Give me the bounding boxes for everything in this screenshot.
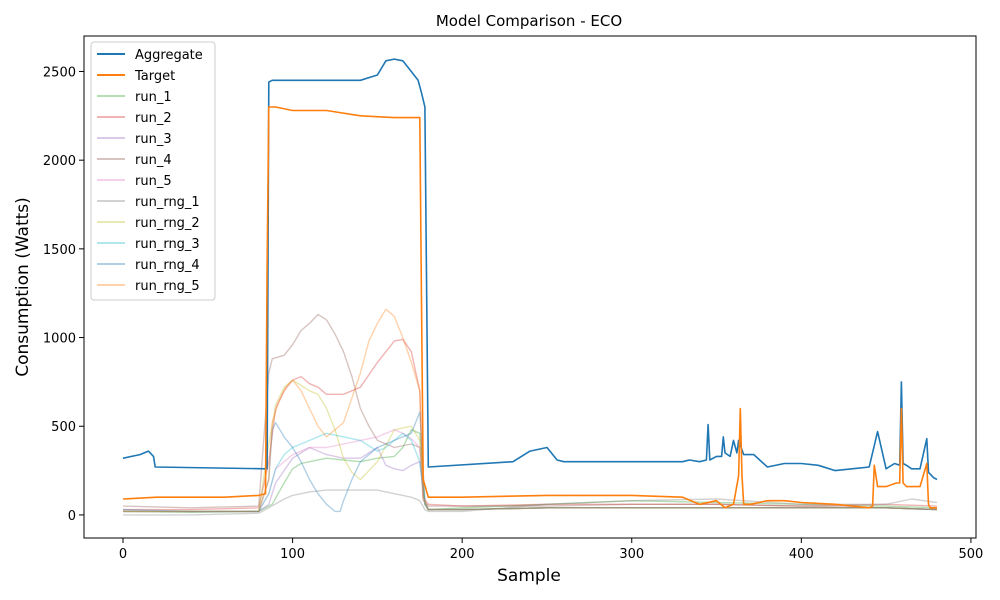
legend-label: run_3 (135, 132, 172, 147)
series-line-run-3 (123, 446, 938, 513)
series-line-run-rng-5 (123, 308, 938, 513)
legend-label: run_5 (135, 174, 172, 189)
series-line-run-5 (123, 429, 938, 513)
x-tick-label: 500 (958, 547, 983, 562)
y-tick-label: 2000 (43, 154, 76, 169)
x-tick-label: 300 (619, 547, 644, 562)
legend-label: Target (134, 69, 175, 84)
x-axis: 0 100 200 300 400 500 (119, 538, 983, 562)
plot-border (83, 35, 977, 539)
y-tick-label: 500 (51, 420, 76, 435)
legend-label: Aggregate (135, 48, 203, 63)
y-tick-label: 1000 (43, 332, 76, 347)
series-line-target (122, 106, 937, 509)
series-line-run-1 (122, 429, 938, 513)
x-axis-label: Sample (497, 566, 561, 586)
y-axis: 0 500 1000 1500 2000 2500 (43, 65, 84, 524)
legend-label: run_rng_5 (135, 279, 200, 294)
y-tick-label: 2500 (43, 65, 76, 80)
series-line-aggregate (122, 58, 938, 481)
legend-label: run_1 (135, 90, 172, 105)
x-tick-label: 0 (119, 547, 127, 562)
chart-title: Model Comparison - ECO (436, 12, 622, 30)
legend-label: run_rng_3 (135, 237, 200, 252)
legend-label: run_rng_2 (135, 216, 200, 231)
legend-label: run_rng_1 (135, 195, 200, 210)
y-axis-label: Consumption (Watts) (13, 197, 33, 377)
plot-area (84, 36, 976, 538)
series-line-run-rng-1 (123, 489, 938, 516)
legend-frame (90, 41, 216, 301)
y-tick-label: 0 (68, 509, 76, 524)
legend-label: run_4 (135, 153, 172, 168)
series-line-run-rng-3 (123, 432, 938, 513)
series-layer (122, 58, 938, 516)
series-line-run-2 (123, 338, 938, 511)
x-tick-label: 200 (450, 547, 475, 562)
series-line-run-rng-4 (122, 411, 938, 513)
y-tick-label: 1500 (43, 243, 76, 258)
legend: Aggregate Target run_1 run_2 run_3 run_4 run_5… (90, 41, 216, 301)
x-tick-label: 400 (789, 547, 814, 562)
x-tick-label: 100 (280, 547, 305, 562)
legend-label: run_2 (135, 111, 172, 126)
series-line-run-4 (122, 313, 938, 511)
legend-label: run_rng_4 (135, 258, 200, 273)
series-line-run-rng-2 (123, 379, 938, 513)
